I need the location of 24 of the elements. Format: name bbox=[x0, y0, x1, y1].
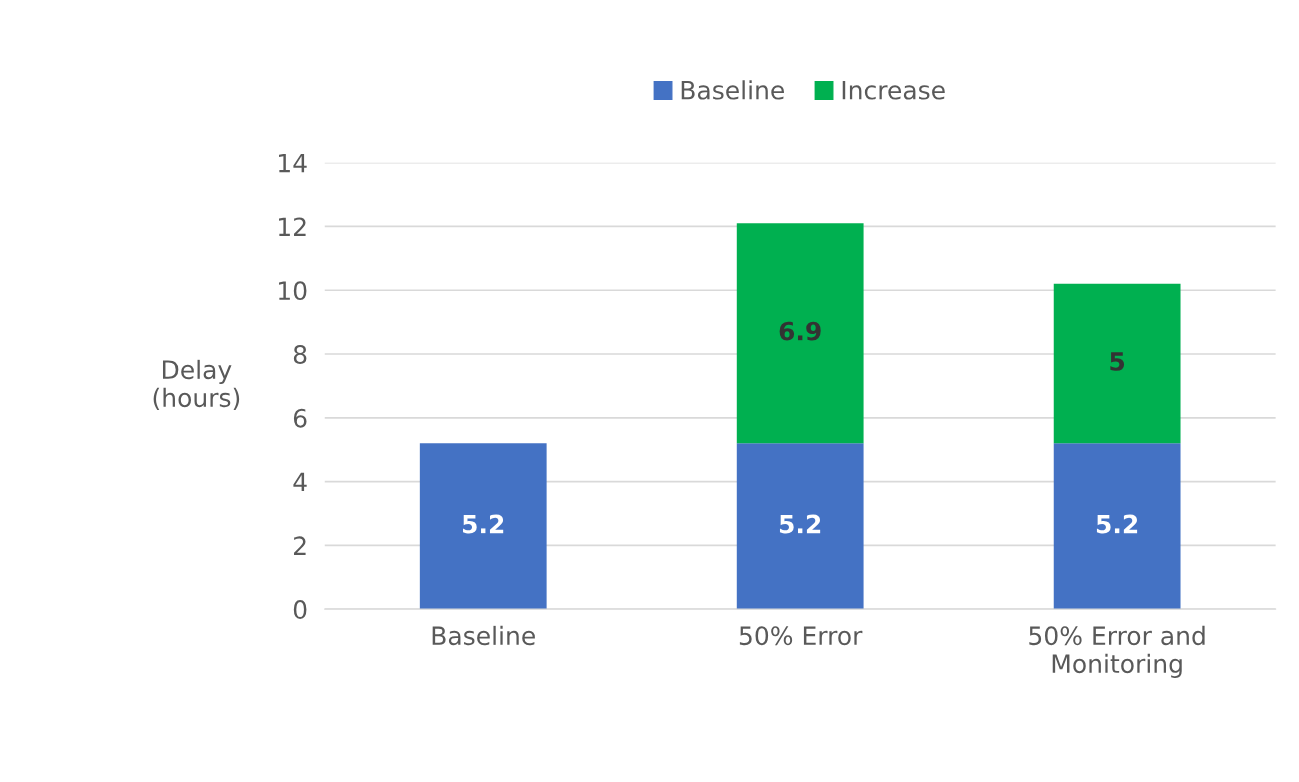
data-label: 5.2 bbox=[779, 514, 821, 534]
y-tick-label: 0 bbox=[293, 600, 307, 620]
data-label: 5.2 bbox=[463, 514, 504, 534]
data-label: 6.9 bbox=[779, 321, 821, 341]
x-tick-label: Baseline bbox=[432, 625, 535, 646]
y-tick-label: 12 bbox=[279, 217, 306, 236]
bar bbox=[736, 223, 864, 444]
bar bbox=[1053, 283, 1181, 444]
data-label: 5 bbox=[1110, 352, 1125, 371]
x-tick-label: 50% Error and Monitoring bbox=[1029, 625, 1205, 679]
y-axis-title: Delay (hours) bbox=[153, 359, 240, 411]
y-tick-label: 14 bbox=[279, 153, 307, 173]
y-tick-label: 2 bbox=[294, 536, 306, 555]
data-label: 5.2 bbox=[1096, 514, 1138, 534]
y-tick-label: 4 bbox=[293, 472, 307, 492]
bar bbox=[736, 443, 864, 610]
y-tick-label: 8 bbox=[293, 344, 307, 364]
bar bbox=[1053, 443, 1181, 610]
bar bbox=[419, 443, 547, 610]
x-tick-label: 50% Error bbox=[739, 626, 863, 646]
y-tick-label: 10 bbox=[279, 281, 307, 301]
legend-label: Increase bbox=[842, 81, 945, 100]
y-tick-label: 6 bbox=[293, 408, 307, 428]
legend-label: Baseline bbox=[681, 80, 784, 100]
